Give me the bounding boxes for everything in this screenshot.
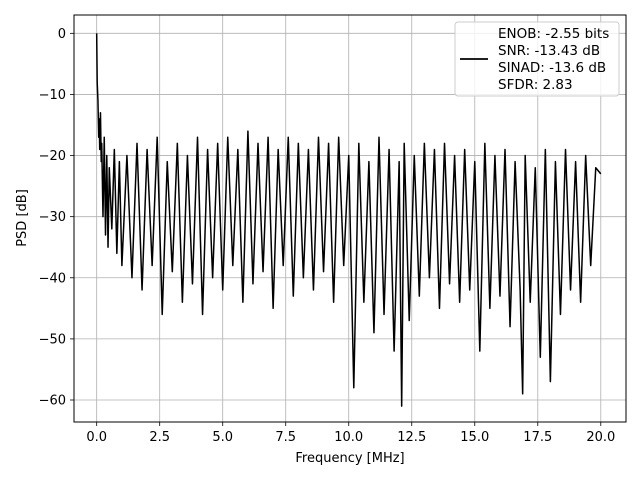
legend: ENOB: -2.55 bits SNR: -13.43 dB SINAD: -… <box>454 21 620 97</box>
x-axis-label: Frequency [MHz] <box>295 451 404 466</box>
legend-entry-sfdr: SFDR: 2.83 <box>498 77 573 93</box>
legend-entry-snr: SNR: -13.43 dB <box>498 43 600 59</box>
x-tick-label: 20.0 <box>586 430 615 445</box>
y-tick-label: 0 <box>58 27 66 42</box>
y-tick-label: −20 <box>39 149 66 164</box>
legend-entry-sinad: SINAD: -13.6 dB <box>498 60 606 76</box>
x-tick-label: 10.0 <box>334 430 363 445</box>
x-tick-label: 7.5 <box>275 430 296 445</box>
y-axis-ticks: 0 −10 −20 −30 −40 −50 −60 <box>39 27 74 409</box>
plot-frame <box>73 14 627 423</box>
psd-series-line <box>95 33 602 407</box>
x-tick-label: 2.5 <box>149 430 170 445</box>
y-tick-label: −50 <box>39 332 66 347</box>
y-tick-label: −40 <box>39 271 66 286</box>
x-tick-label: 15.0 <box>460 430 489 445</box>
legend-box <box>454 21 620 97</box>
x-tick-label: 5.0 <box>212 430 233 445</box>
plot-area <box>95 33 602 407</box>
x-tick-label: 17.5 <box>523 430 552 445</box>
x-axis-ticks: 0.0 2.5 5.0 7.5 10.0 12.5 15.0 17.5 20.0 <box>86 422 615 445</box>
x-tick-label: 0.0 <box>86 430 107 445</box>
y-tick-label: −60 <box>39 394 66 409</box>
y-tick-label: −30 <box>39 210 66 225</box>
y-tick-label: −10 <box>39 88 66 103</box>
y-axis-label: PSD [dB] <box>15 189 30 247</box>
legend-entry-enob: ENOB: -2.55 bits <box>498 26 609 42</box>
x-tick-label: 12.5 <box>397 430 426 445</box>
